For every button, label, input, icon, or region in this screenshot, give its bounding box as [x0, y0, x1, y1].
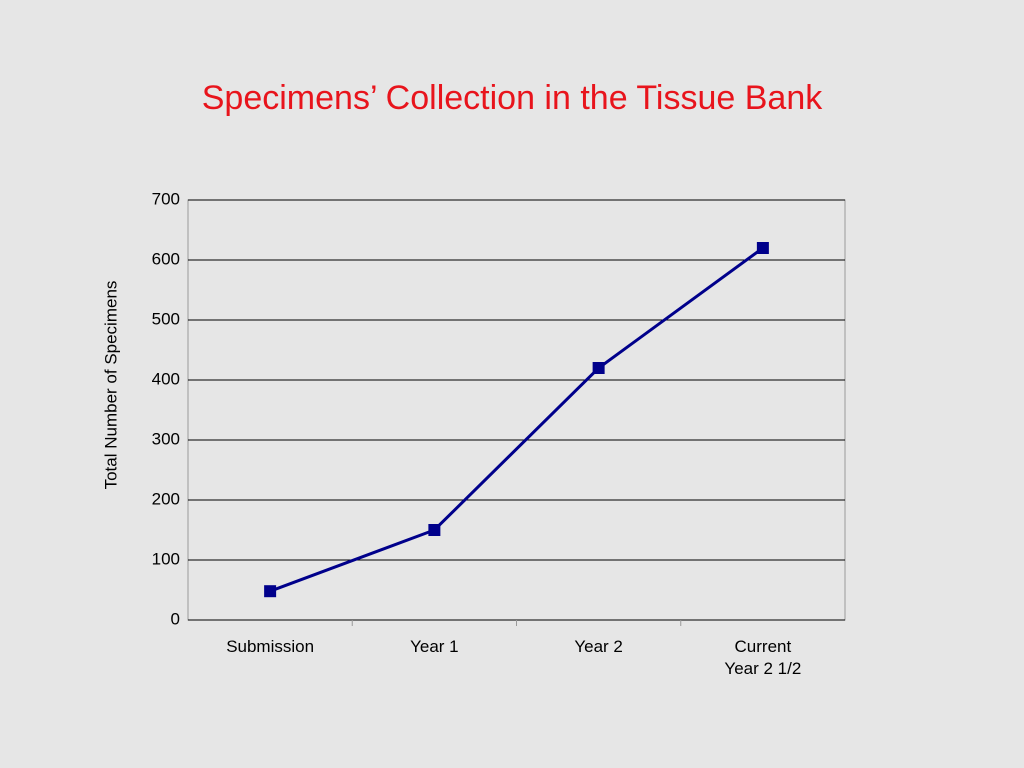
line	[269, 246, 764, 593]
marker	[428, 524, 441, 536]
y-tick-label: 100	[152, 549, 180, 568]
y-axis-label: Total Number of Specimens	[101, 281, 120, 490]
y-tick-label: 400	[152, 369, 180, 388]
marker	[264, 585, 277, 598]
y-tick-label: 200	[152, 489, 180, 508]
y-tick-label: 700	[152, 189, 180, 208]
marker	[756, 242, 769, 254]
y-tick-label: 600	[152, 249, 180, 268]
x-tick-label: Year 2	[574, 637, 623, 656]
chart-title: Specimens’ Collection in the Tissue Bank	[202, 79, 824, 117]
y-tick-label: 0	[171, 609, 180, 628]
x-tick-label: Submission	[226, 637, 315, 656]
x-tick-label: Current Year 2 1/2	[724, 637, 802, 678]
plot-frame	[187, 199, 846, 621]
y-tick-label: 500	[152, 309, 180, 328]
x-tick-label: Year 1	[410, 637, 459, 656]
y-tick-label: 300	[152, 429, 180, 448]
marker	[592, 362, 605, 374]
